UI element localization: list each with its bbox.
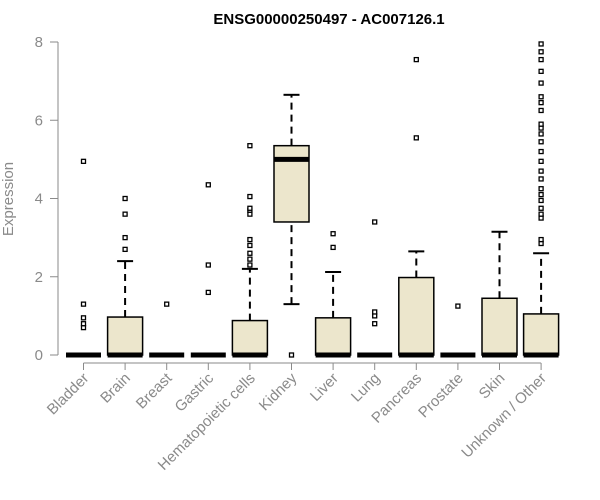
chart-title: ENSG00000250497 - AC007126.1 bbox=[213, 11, 444, 28]
outlier-point bbox=[80, 158, 87, 164]
box-12 bbox=[522, 41, 560, 358]
x-tick-label: Breast bbox=[133, 369, 176, 412]
outlier-point bbox=[122, 246, 128, 253]
iqr-box bbox=[481, 297, 518, 356]
x-tick-label: Lung bbox=[348, 370, 384, 406]
outlier-point bbox=[538, 148, 544, 155]
outlier-point bbox=[538, 41, 544, 47]
x-tick-label: Bladder bbox=[44, 370, 93, 419]
box-7 bbox=[314, 231, 352, 358]
outlier-point bbox=[164, 301, 170, 307]
y-axis: 0 2 4 6 8 bbox=[35, 34, 59, 364]
outlier-point bbox=[538, 107, 544, 114]
outlier-point bbox=[538, 99, 544, 106]
outlier-point bbox=[247, 262, 253, 268]
outlier-point bbox=[372, 309, 378, 315]
outlier-point bbox=[330, 231, 336, 237]
x-tick-label: Skin bbox=[476, 370, 509, 403]
outlier-point bbox=[538, 236, 544, 243]
outlier-point bbox=[413, 56, 419, 63]
box-10 bbox=[440, 303, 476, 358]
outlier-point bbox=[538, 139, 544, 145]
outlier-point bbox=[538, 80, 544, 86]
iqr-box bbox=[398, 276, 435, 356]
y-tick-label: 2 bbox=[35, 269, 43, 286]
outlier-point bbox=[538, 131, 544, 137]
y-axis-label: Expression bbox=[0, 162, 17, 236]
x-tick-label: Liver bbox=[307, 370, 342, 405]
outlier-point bbox=[247, 256, 253, 262]
outlier-point bbox=[122, 195, 128, 202]
outlier-point bbox=[538, 94, 544, 100]
y-tick-label: 8 bbox=[35, 34, 43, 51]
outlier-point bbox=[205, 289, 211, 296]
outlier-point bbox=[247, 242, 253, 249]
outlier-point bbox=[538, 68, 544, 74]
outlier-point bbox=[80, 315, 87, 321]
outlier-point bbox=[122, 211, 128, 217]
outlier-point bbox=[372, 321, 378, 327]
iqr-box bbox=[231, 319, 269, 356]
outlier-point bbox=[538, 197, 544, 204]
outlier-point bbox=[538, 49, 544, 55]
outlier-point bbox=[330, 244, 336, 251]
y-tick-label: 6 bbox=[35, 112, 43, 129]
outlier-point bbox=[538, 205, 544, 211]
box-3 bbox=[149, 301, 185, 358]
outlier-point bbox=[372, 219, 378, 225]
outlier-point bbox=[205, 182, 211, 188]
outlier-point bbox=[122, 234, 128, 241]
box-5 bbox=[231, 143, 269, 358]
outlier-point bbox=[80, 301, 87, 307]
box-2 bbox=[106, 195, 144, 358]
outlier-point bbox=[413, 135, 419, 141]
y-tick-label: 4 bbox=[35, 191, 43, 208]
box-4 bbox=[190, 182, 226, 358]
x-tick-label: Kidney bbox=[256, 369, 301, 414]
outlier-point bbox=[247, 205, 253, 211]
outlier-point bbox=[538, 56, 544, 63]
outlier-point bbox=[247, 143, 253, 149]
outlier-point bbox=[538, 176, 544, 182]
iqr-box bbox=[106, 316, 144, 356]
box-8 bbox=[357, 219, 393, 358]
iqr-box bbox=[314, 317, 352, 356]
outlier-point bbox=[538, 121, 544, 127]
outlier-point bbox=[538, 211, 544, 217]
outlier-point bbox=[538, 158, 544, 164]
outlier-point bbox=[247, 193, 253, 200]
boxes bbox=[66, 41, 560, 358]
box-11 bbox=[481, 230, 518, 358]
box-9 bbox=[398, 56, 435, 358]
box-1 bbox=[66, 158, 101, 358]
outlier-point bbox=[80, 321, 87, 327]
outlier-point bbox=[205, 262, 211, 268]
iqr-box bbox=[522, 313, 560, 356]
outlier-point bbox=[538, 168, 544, 174]
y-tick-label: 0 bbox=[35, 347, 43, 364]
box-6 bbox=[273, 93, 310, 358]
x-tick-label: Prostate bbox=[415, 370, 467, 422]
outlier-point bbox=[455, 303, 461, 309]
outlier-point bbox=[538, 191, 544, 198]
x-tick-label: Brain bbox=[97, 370, 134, 407]
outlier-point bbox=[288, 352, 295, 358]
outlier-point bbox=[247, 250, 253, 256]
outlier-point bbox=[538, 186, 544, 192]
outlier-point bbox=[247, 236, 253, 243]
